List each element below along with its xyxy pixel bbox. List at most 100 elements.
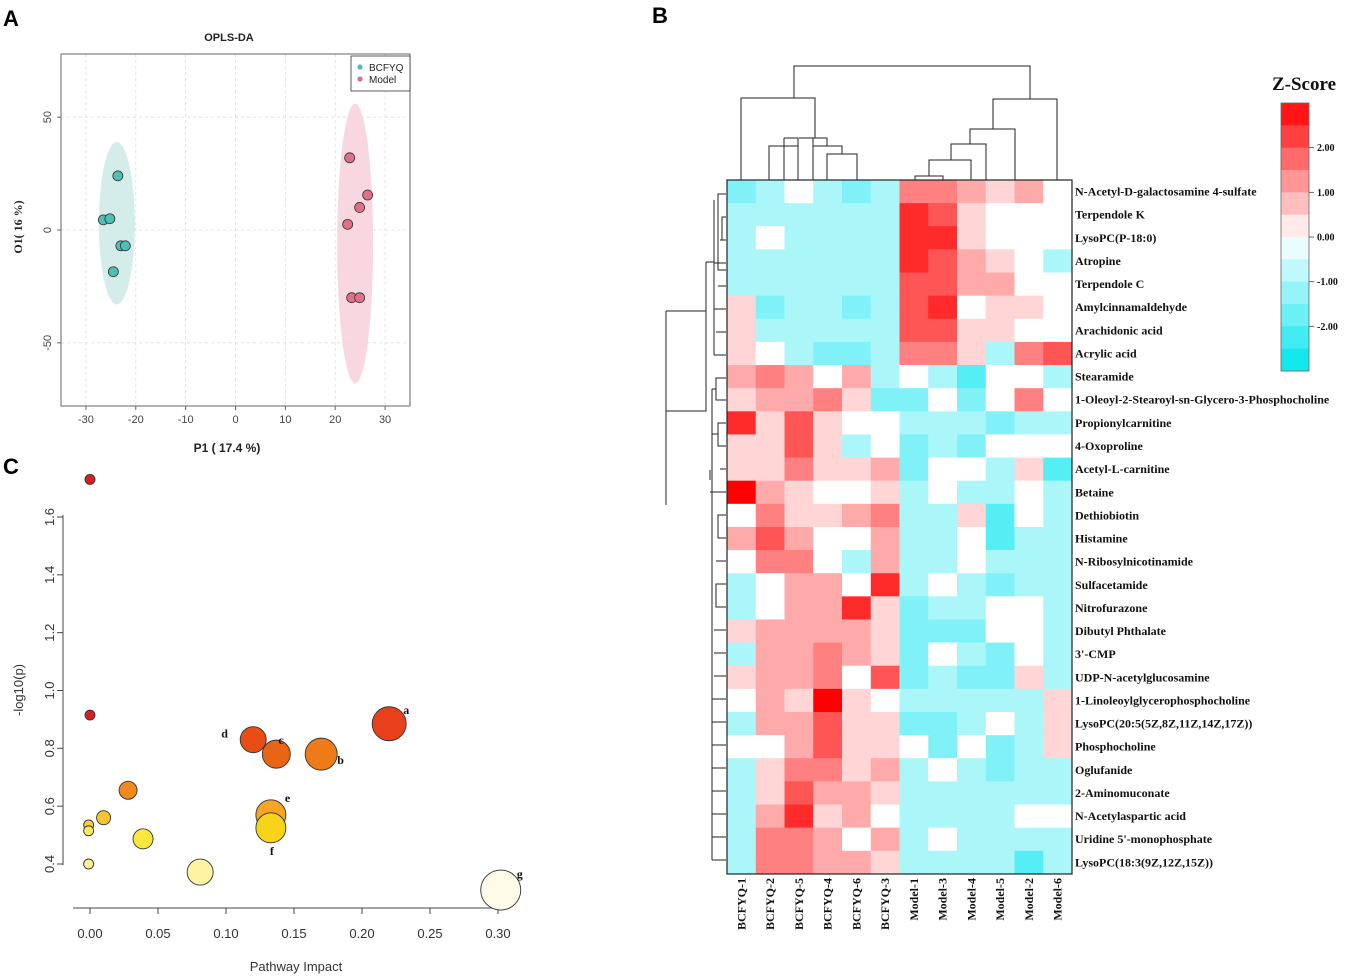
heatmap-cell (1043, 503, 1073, 528)
opls-da-title: OPLS-DA (204, 32, 254, 44)
heatmap-cell (985, 619, 1015, 644)
pathway-bubble-label: b (337, 753, 344, 767)
heatmap-column-label: Model-6 (1051, 878, 1065, 921)
heatmap-cell (1014, 180, 1044, 204)
heatmap-cell (813, 665, 843, 690)
heatmap-cell (727, 758, 757, 782)
opls-ellipses (98, 103, 374, 384)
heatmap-row-label: Terpendole C (1075, 277, 1144, 291)
legend-swatch-bcfyq (357, 64, 363, 70)
heatmap-row-labels: N-Acetyl-D-galactosamine 4-sulfate Terpen… (1075, 185, 1330, 870)
heatmap-cell (727, 180, 757, 204)
pathway-bubble (239, 726, 267, 754)
heatmap-cell (985, 226, 1015, 250)
opls-point-bcfyq (107, 266, 119, 278)
pathway-x-ticks: 0.00 0.05 0.10 0.15 0.20 0.25 0.30 (77, 908, 511, 941)
heatmap-cell (755, 249, 785, 274)
opls-x-ticks: -30 -20 -10 0 10 20 30 (78, 406, 391, 426)
heatmap-cell (784, 573, 814, 597)
heatmap-cell (899, 688, 929, 713)
heatmap-row-label: Uridine 5'-monophosphate (1075, 832, 1213, 846)
color-scale-tick-label: 2.00 (1317, 143, 1335, 154)
heatmap-cell (928, 411, 958, 435)
heatmap-cell (870, 341, 900, 366)
heatmap-cell (842, 318, 872, 343)
heatmap-cell (870, 827, 900, 852)
heatmap-cell (928, 503, 958, 528)
heatmap-cell (755, 226, 785, 250)
heatmap-cell (928, 711, 958, 736)
heatmap-cell (957, 480, 987, 505)
color-scale-step (1281, 214, 1309, 238)
heatmap-row-label: UDP-N-acetylglucosamine (1075, 670, 1210, 684)
pathway-bubble (371, 706, 407, 742)
column-dendrogram (740, 65, 1058, 180)
heatmap-cell (784, 781, 814, 806)
heatmap-cell (957, 203, 987, 227)
heatmap-cell (813, 272, 843, 297)
heatmap-cell (842, 457, 872, 482)
heatmap-cell (957, 619, 987, 644)
heatmap-cell (1043, 781, 1073, 806)
heatmap-cell (784, 272, 814, 297)
heatmap-cell (928, 203, 958, 227)
opls-x-axis-label: P1 ( 17.4 %) (194, 441, 261, 455)
opls-y-tick-label: 50 (42, 111, 54, 123)
heatmap-cell (957, 388, 987, 412)
heatmap-cell (899, 180, 929, 204)
heatmap-cell (928, 550, 958, 574)
heatmap-cell (985, 711, 1015, 736)
opls-x-tick-label: -30 (78, 414, 94, 426)
heatmap-cell (899, 203, 929, 227)
heatmap-cell (928, 688, 958, 713)
pathway-y-tick-label: 0.6 (42, 797, 57, 815)
pathway-x-tick-label: 0.05 (145, 926, 170, 941)
heatmap-cell (813, 341, 843, 366)
heatmap-cell (813, 295, 843, 320)
heatmap-cell (870, 295, 900, 320)
heatmap-cell (1014, 388, 1044, 412)
heatmap-cell (755, 180, 785, 204)
heatmap-column-labels: BCFYQ-1 BCFYQ-2 BCFYQ-5 BCFYQ-4 BCFYQ-6 BCFYQ… (734, 878, 1064, 930)
heatmap-cell (813, 318, 843, 343)
heatmap-cell (784, 619, 814, 644)
pathway-y-axis-label: -log10(p) (11, 664, 26, 716)
heatmap-cell (727, 596, 757, 620)
heatmap-column-label: Model-5 (993, 878, 1007, 921)
heatmap-cell (842, 688, 872, 713)
heatmap-cell (928, 735, 958, 759)
heatmap-cell (870, 318, 900, 343)
heatmap-cell (928, 619, 958, 644)
heatmap-cell (1043, 850, 1073, 875)
heatmap-cell (842, 503, 872, 528)
pathway-y-tick-label: 1.4 (42, 566, 57, 584)
heatmap-cell (985, 550, 1015, 574)
pathway-bubble (118, 780, 138, 800)
heatmap-cell (870, 272, 900, 297)
heatmap-cell (755, 272, 785, 297)
heatmap-cell (813, 180, 843, 204)
opls-point-bcfyq (119, 240, 131, 252)
heatmap-cell (813, 249, 843, 274)
heatmap-cell (870, 688, 900, 713)
heatmap-cell (899, 503, 929, 528)
heatmap-cell (784, 642, 814, 667)
pathway-y-tick-label: 1.0 (42, 681, 57, 699)
heatmap-cell (870, 457, 900, 482)
heatmap-cell (928, 318, 958, 343)
heatmap-row-label: Dethiobiotin (1075, 508, 1139, 522)
heatmap-cell (985, 272, 1015, 297)
heatmap-cell (928, 295, 958, 320)
pathway-x-tick-label: 0.10 (213, 926, 238, 941)
color-scale-tick-label: 0.00 (1317, 233, 1335, 244)
pathway-bubble-label: d (221, 727, 228, 741)
heatmap-cell (842, 665, 872, 690)
heatmap-cell (842, 735, 872, 759)
heatmap-cell (870, 573, 900, 597)
heatmap-cell (985, 665, 1015, 690)
pathway-bubble-label: c (278, 733, 284, 747)
heatmap-cell (899, 341, 929, 366)
heatmap-row-label: 2-Aminomuconate (1075, 786, 1170, 800)
heatmap-cell (957, 781, 987, 806)
heatmap-cell (842, 619, 872, 644)
